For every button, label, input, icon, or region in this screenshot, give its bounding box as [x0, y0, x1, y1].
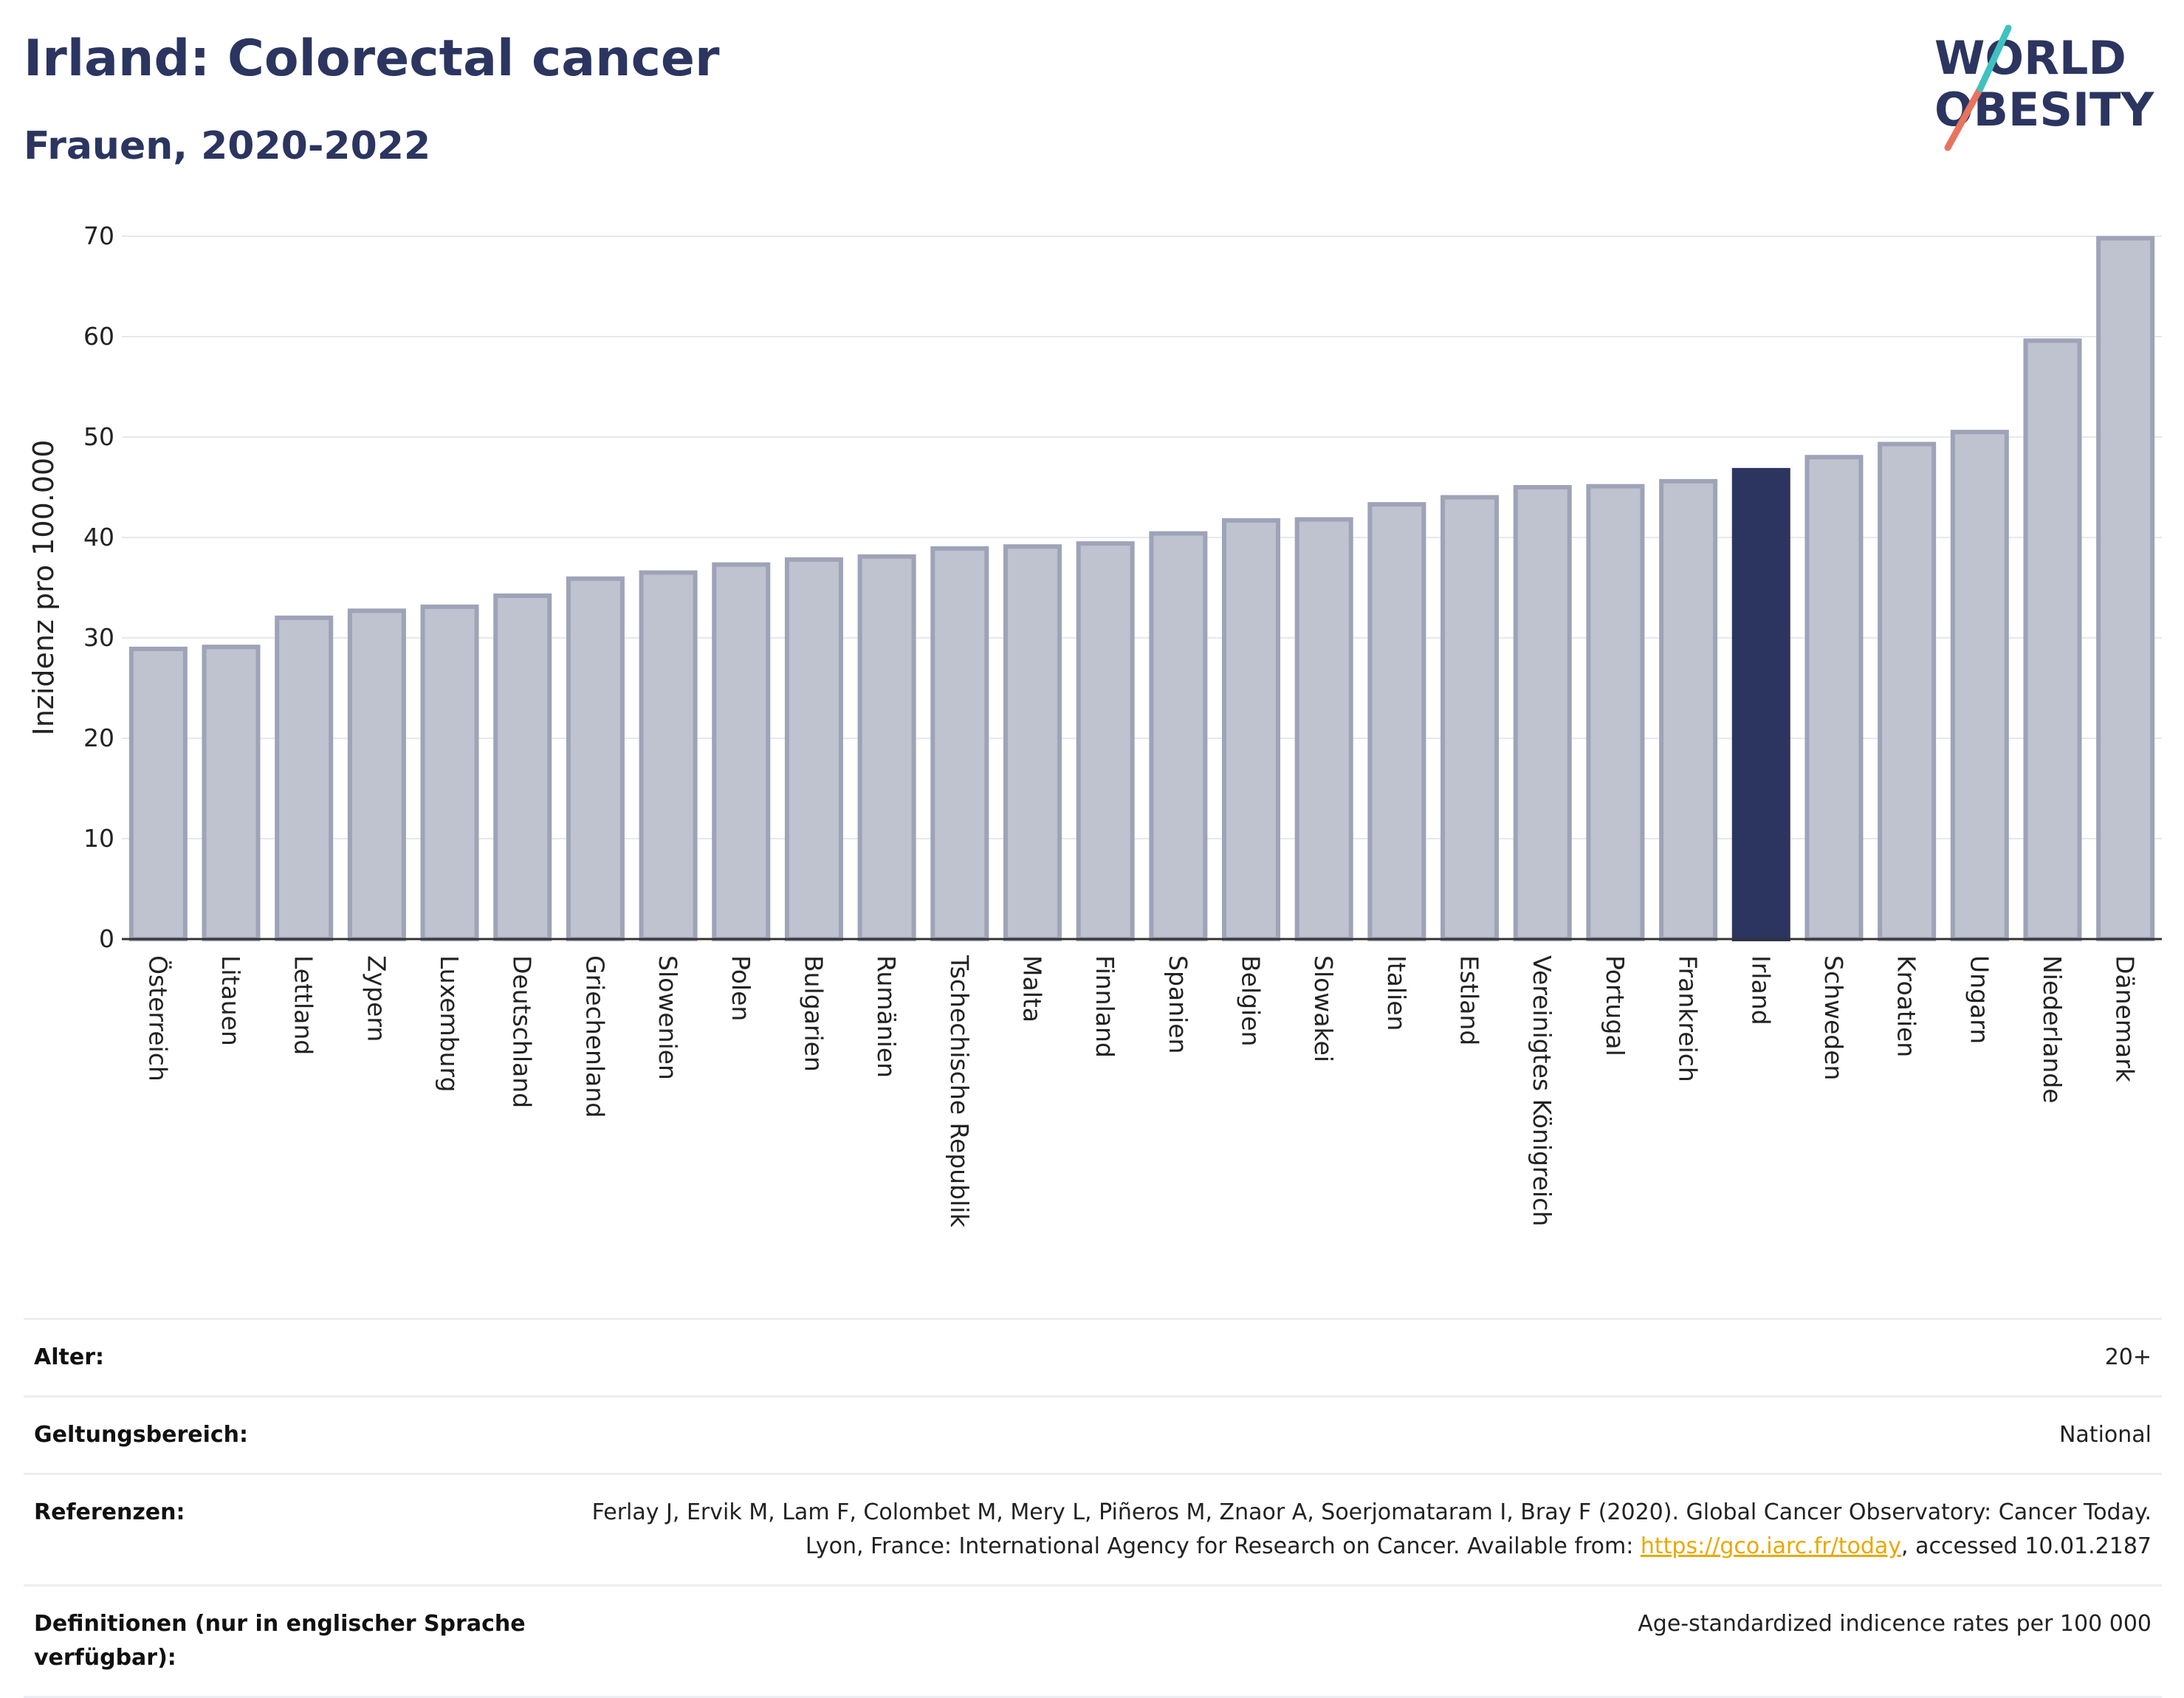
bar	[1513, 485, 1572, 941]
bar	[1804, 455, 1864, 941]
bar	[1659, 478, 1718, 941]
y-tick-label: 10	[83, 824, 114, 853]
bar	[128, 646, 188, 942]
info-label-scope: Geltungsbereich:	[34, 1422, 249, 1448]
y-tick-label: 40	[83, 523, 114, 551]
x-tick-label: Kroatien	[1892, 955, 1921, 1057]
world-obesity-logo: WORLD OBESITY	[1934, 24, 2154, 151]
x-tick-label: Vereinigtes Königreich	[1528, 955, 1556, 1226]
x-tick-label: Belgien	[1237, 955, 1266, 1046]
info-value-definitions: Age-standardized indicence rates per 100…	[1638, 1611, 2152, 1637]
info-table: Alter: 20+ Geltungsbereich: National Ref…	[24, 1318, 2162, 1698]
bar	[1586, 484, 1645, 941]
bar	[639, 570, 698, 941]
x-tick-label: Malta	[1017, 955, 1046, 1022]
y-tick-label: 30	[83, 623, 114, 652]
x-tick-label: Luxemburg	[435, 955, 464, 1092]
x-tick-label: Irland	[1746, 955, 1775, 1025]
y-tick-label: 70	[83, 221, 114, 250]
bar	[1222, 518, 1281, 941]
x-tick-label: Österreich	[143, 955, 173, 1082]
info-row-definitions: Definitionen (nur in englischer Sprache …	[24, 1584, 2162, 1698]
x-tick-label: Frankreich	[1674, 955, 1703, 1082]
bar	[2096, 236, 2155, 942]
info-label-age: Alter:	[34, 1344, 104, 1370]
reference-link[interactable]: https://gco.iarc.fr/today	[1640, 1533, 1902, 1559]
info-label-references: Referenzen:	[34, 1499, 185, 1525]
bar	[420, 604, 479, 942]
chart-title: Irland: Colorectal cancer	[24, 30, 720, 88]
info-row-references: Referenzen: Ferlay J, Ervik M, Lam F, Co…	[24, 1473, 2162, 1584]
bar	[1294, 517, 1353, 941]
bar	[1149, 531, 1208, 941]
x-tick-label: Estland	[1455, 955, 1484, 1045]
info-label-definitions: Definitionen (nur in englischer Sprache …	[34, 1611, 526, 1671]
bar	[1367, 502, 1426, 941]
bar	[2023, 338, 2082, 941]
x-tick-label: Schweden	[1819, 955, 1848, 1080]
y-tick-label: 20	[83, 723, 114, 752]
y-tick-label: 50	[83, 422, 114, 451]
y-tick-label: 60	[83, 322, 114, 351]
y-tick-label: 0	[99, 924, 114, 953]
x-tick-label: Polen	[727, 955, 755, 1021]
x-tick-label: Bulgarien	[799, 955, 828, 1072]
bar	[857, 554, 916, 941]
reference-accessed: , accessed 10.01.2187	[1901, 1533, 2152, 1559]
chart-subtitle: Frauen, 2020-2022	[24, 124, 431, 168]
y-axis-title: Inzidenz pro 100.000	[27, 440, 60, 736]
x-tick-label: Litauen	[216, 955, 245, 1046]
x-tick-label: Deutschland	[508, 955, 537, 1108]
x-axis-ticks: Österreich Litauen Lettland Zypern Luxemburg…	[143, 955, 2139, 1228]
info-row-scope: Geltungsbereich: National	[24, 1395, 2162, 1473]
bar	[1878, 441, 1937, 941]
bar	[566, 576, 625, 941]
x-tick-label: Ungarn	[1965, 955, 1994, 1044]
x-tick-label: Slowakei	[1309, 955, 1338, 1062]
bar	[275, 615, 334, 941]
info-value-references: Ferlay J, Ervik M, Lam F, Colombet M, Me…	[566, 1496, 2152, 1564]
bar	[712, 562, 771, 941]
x-tick-label: Zypern	[362, 955, 391, 1042]
svg-text:WORLD: WORLD	[1934, 31, 2126, 85]
reference-text: Ferlay J, Ervik M, Lam F, Colombet M, Me…	[591, 1499, 2152, 1559]
x-tick-label: Italien	[1382, 955, 1411, 1031]
x-tick-label: Finnland	[1091, 955, 1119, 1058]
x-tick-label: Tschechische Republik	[945, 955, 974, 1228]
bar	[1076, 541, 1135, 941]
bar	[1440, 495, 1500, 941]
info-value-scope: National	[2058, 1422, 2152, 1448]
bar	[347, 608, 406, 942]
bar-highlight	[1731, 467, 1790, 941]
bar	[930, 546, 989, 941]
x-tick-label: Lettland	[289, 955, 318, 1055]
x-tick-label: Rumänien	[872, 955, 901, 1078]
x-tick-label: Slowenien	[653, 955, 682, 1080]
y-axis-ticks: 0 10 20 30 40 50 60 70	[83, 221, 114, 953]
bar	[784, 557, 843, 941]
x-tick-label: Spanien	[1164, 955, 1192, 1053]
bars	[128, 236, 2155, 942]
bar	[493, 593, 552, 941]
x-tick-label: Niederlande	[2038, 955, 2067, 1104]
bar	[202, 645, 261, 941]
info-value-age: 20+	[2104, 1344, 2152, 1370]
x-tick-label: Griechenland	[580, 955, 609, 1118]
x-tick-label: Portugal	[1601, 955, 1630, 1056]
bar-chart: 0 10 20 30 40 50 60 70 Österreich Litauen Lettlan…	[27, 221, 2162, 1228]
x-tick-label: Dänemark	[2111, 955, 2140, 1083]
bar	[1003, 544, 1062, 941]
bar	[1950, 430, 2009, 941]
info-row-age: Alter: 20+	[24, 1318, 2162, 1395]
